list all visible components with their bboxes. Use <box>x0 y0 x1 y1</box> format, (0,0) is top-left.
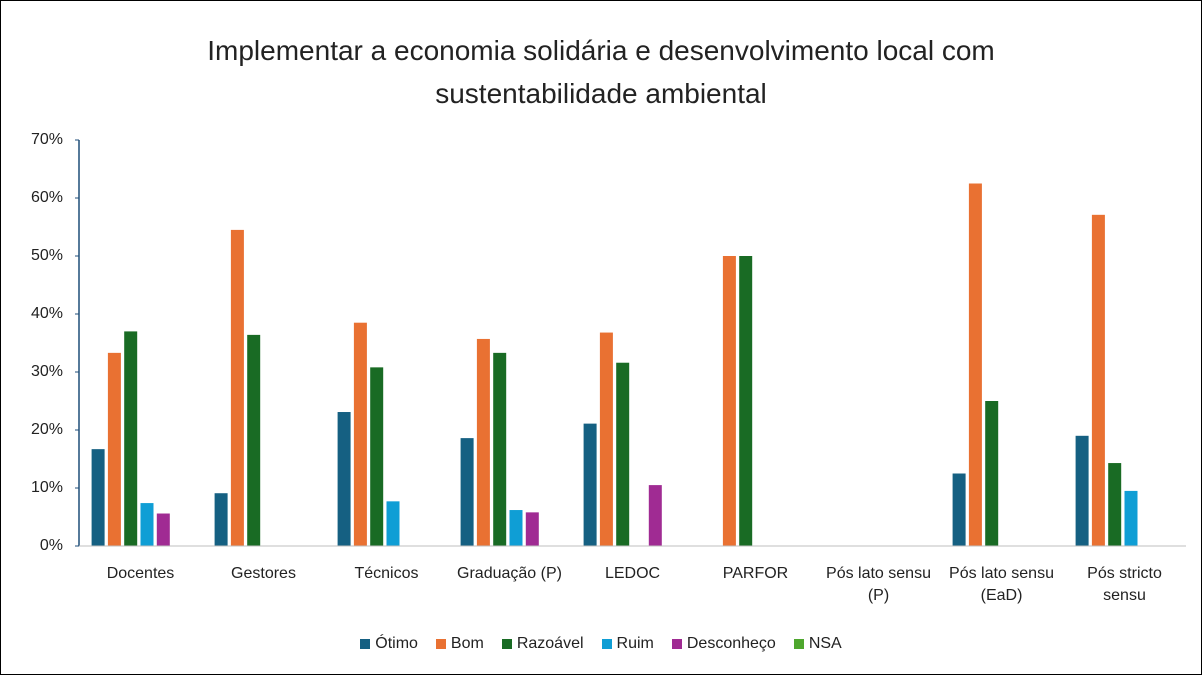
legend-label: NSA <box>808 635 842 652</box>
bar <box>493 352 507 546</box>
legend-item: Desconheço <box>671 635 776 653</box>
x-tick-label: Gestores <box>231 565 296 582</box>
bar <box>583 423 597 546</box>
legend-item: Ótimo <box>360 635 418 653</box>
y-tick-label: 10% <box>30 479 63 496</box>
legend-item: Ruim <box>601 635 654 653</box>
bar <box>1091 214 1105 546</box>
bar <box>1075 435 1089 546</box>
bar <box>985 401 999 546</box>
bar <box>353 322 367 546</box>
x-tick-label: PARFOR <box>722 565 789 582</box>
legend-label: Bom <box>450 635 484 652</box>
bar <box>1108 463 1122 546</box>
bar <box>140 503 154 546</box>
bar <box>648 485 662 546</box>
bar <box>616 362 630 546</box>
legend-swatch <box>601 639 612 649</box>
y-tick-label: 60% <box>30 189 63 206</box>
bar <box>599 332 613 546</box>
bar <box>107 352 121 546</box>
x-tick-label: Docentes <box>106 565 175 582</box>
legend-label: Ruim <box>616 635 654 652</box>
y-tick-label: 20% <box>30 421 63 438</box>
bar <box>214 493 228 546</box>
bar <box>337 412 351 546</box>
bar <box>1124 490 1138 546</box>
y-tick-label: 50% <box>30 247 63 264</box>
bar <box>91 449 105 546</box>
x-tick-label: Pós lato sensu (EaD) <box>949 565 1054 604</box>
bar <box>739 256 753 546</box>
bar <box>230 229 244 546</box>
bar <box>124 331 138 546</box>
y-tick-label: 30% <box>30 363 63 380</box>
y-tick-label: 0% <box>39 537 63 554</box>
bar <box>509 510 523 546</box>
legend-label: Razoável <box>516 635 584 652</box>
bar <box>525 512 539 546</box>
x-tick-label: Pós lato sensu (P) <box>826 565 931 604</box>
x-tick-label: Graduação (P) <box>457 565 562 582</box>
legend-swatch <box>501 639 512 649</box>
bar <box>370 367 384 546</box>
bar <box>156 513 170 546</box>
y-tick-label: 40% <box>30 305 63 322</box>
bar <box>952 473 966 546</box>
bar <box>460 438 474 546</box>
bar <box>476 338 490 546</box>
legend-item: NSA <box>793 635 842 653</box>
legend-label: Ótimo <box>375 635 418 652</box>
legend-swatch <box>793 639 804 649</box>
legend-swatch <box>435 639 446 649</box>
bar <box>247 334 261 546</box>
bar <box>968 183 982 546</box>
bar <box>386 501 400 546</box>
legend-item: Bom <box>435 635 484 653</box>
legend-swatch <box>360 639 371 649</box>
x-tick-label: Técnicos <box>354 565 419 582</box>
chart-title: Implementar a economia solidária e desen… <box>207 35 995 109</box>
x-tick-label: LEDOC <box>604 565 661 582</box>
legend: Ótimo Bom Razoável Ruim Desconheço NSA <box>1 635 1201 653</box>
x-tick-label: Pós stricto sensu <box>1087 565 1162 604</box>
legend-swatch <box>671 639 682 649</box>
legend-item: Razoável <box>501 635 584 653</box>
y-tick-label: 70% <box>30 131 63 148</box>
bar <box>722 256 736 546</box>
legend-label: Desconheço <box>686 635 776 652</box>
